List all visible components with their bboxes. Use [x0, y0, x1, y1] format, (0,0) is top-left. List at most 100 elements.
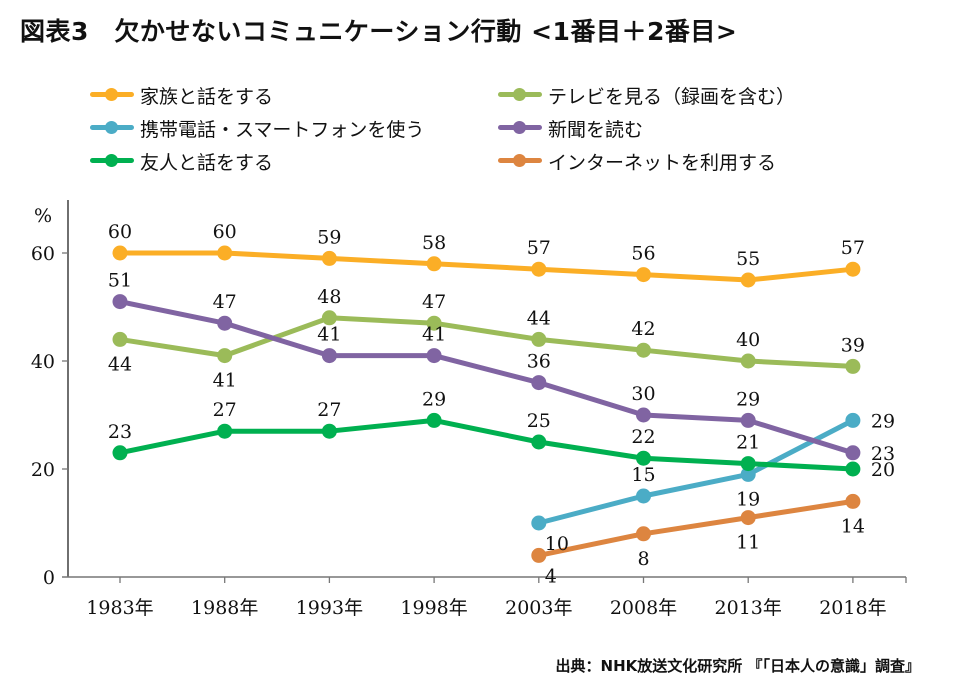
data-point — [321, 250, 337, 266]
data-point — [531, 375, 547, 391]
data-label: 36 — [527, 351, 551, 373]
data-label: 23 — [108, 421, 132, 443]
x-tick-label: 1993年 — [296, 597, 363, 619]
data-point — [636, 267, 651, 283]
series-line-4 — [117, 417, 856, 472]
data-label: 47 — [213, 291, 237, 313]
data-point — [531, 515, 547, 531]
data-point — [845, 445, 861, 461]
data-label: 42 — [631, 318, 655, 340]
series-line-2 — [536, 417, 856, 526]
x-tick-label: 1998年 — [400, 597, 467, 619]
y-tick-label: 40 — [31, 351, 55, 373]
legend-swatch-icon — [496, 146, 544, 176]
data-label: 40 — [736, 329, 760, 351]
data-point — [845, 261, 861, 277]
legend-label: テレビを見る（録画を含む） — [548, 85, 796, 108]
data-point — [845, 461, 861, 477]
data-label: 59 — [317, 226, 341, 248]
y-tick-label: 20 — [31, 459, 55, 481]
data-label: 41 — [213, 370, 237, 392]
legend-item-internet: インターネットを利用する — [496, 146, 776, 176]
chart-title: 図表3 欠かせないコミュニケーション行動 <1番目＋2番目> — [20, 17, 738, 46]
data-point — [112, 294, 128, 310]
data-point — [426, 256, 442, 272]
data-point — [217, 348, 233, 364]
data-point — [426, 315, 442, 331]
data-point — [740, 466, 756, 482]
data-label: 20 — [871, 459, 895, 481]
x-tick-label: 2008年 — [610, 597, 677, 619]
data-label: 23 — [871, 443, 895, 465]
y-tick-label: 0 — [43, 567, 55, 589]
data-label: 27 — [317, 399, 341, 421]
data-label: 29 — [422, 388, 446, 410]
data-point — [217, 423, 233, 439]
data-label: 57 — [841, 237, 865, 259]
data-point — [845, 493, 861, 509]
data-label: 29 — [736, 388, 760, 410]
data-point — [217, 315, 233, 331]
legend-label: 新聞を読む — [548, 118, 644, 141]
data-point — [531, 434, 547, 450]
data-label: 10 — [545, 533, 569, 555]
data-label: 11 — [736, 532, 760, 554]
data-point — [531, 331, 547, 347]
data-label: 55 — [736, 248, 760, 270]
x-tick-label: 1988年 — [191, 597, 258, 619]
data-point — [636, 407, 651, 423]
data-point — [636, 526, 651, 542]
data-label: 30 — [631, 383, 655, 405]
x-tick-label: 2003年 — [505, 597, 572, 619]
data-point — [426, 348, 442, 364]
y-tick-label: 60 — [31, 243, 55, 265]
data-point — [845, 358, 861, 374]
data-label: 29 — [871, 410, 895, 432]
data-label: 44 — [527, 307, 551, 329]
data-point — [217, 245, 233, 261]
data-label: 8 — [637, 548, 649, 570]
data-label: 21 — [736, 432, 760, 454]
data-point — [321, 310, 337, 326]
data-label: 60 — [108, 221, 132, 243]
data-label: 14 — [841, 515, 865, 537]
x-tick-label: 2018年 — [819, 597, 886, 619]
data-point — [740, 353, 756, 369]
legend-swatch-icon — [88, 80, 136, 110]
data-point — [845, 412, 861, 428]
data-label: 51 — [108, 270, 132, 292]
data-point — [636, 450, 651, 466]
legend-label: 友人と話をする — [140, 151, 274, 174]
data-label: 41 — [422, 324, 446, 346]
series-line-3 — [117, 299, 856, 456]
data-label: 41 — [317, 324, 341, 346]
data-label: 22 — [631, 426, 655, 448]
data-point — [112, 445, 128, 461]
data-label: 56 — [631, 243, 655, 265]
data-point — [112, 331, 128, 347]
data-point — [531, 261, 547, 277]
data-point — [740, 412, 756, 428]
source-note: 出典：NHK放送文化研究所 『「日本人の意識」調査』 — [555, 657, 920, 675]
data-label: 19 — [736, 488, 760, 510]
legend-label: 家族と話をする — [140, 85, 274, 108]
data-label: 44 — [108, 353, 132, 375]
data-point — [112, 245, 128, 261]
data-label: 27 — [213, 399, 237, 421]
data-point — [426, 412, 442, 428]
series-line-0 — [117, 250, 856, 283]
data-label: 58 — [422, 232, 446, 254]
series-line-5 — [536, 498, 856, 558]
legend-item-family-talk: 家族と話をする — [88, 80, 273, 110]
data-point — [740, 456, 756, 472]
data-label: 47 — [422, 291, 446, 313]
y-axis-label: % — [34, 205, 52, 227]
data-point — [740, 510, 756, 526]
legend-swatch-icon — [496, 113, 544, 143]
data-label: 60 — [213, 221, 237, 243]
data-label: 57 — [527, 237, 551, 259]
legend-label: 携帯電話・スマートフォンを使う — [140, 118, 425, 141]
legend-item-mobile: 携帯電話・スマートフォンを使う — [88, 113, 424, 143]
data-point — [321, 423, 337, 439]
